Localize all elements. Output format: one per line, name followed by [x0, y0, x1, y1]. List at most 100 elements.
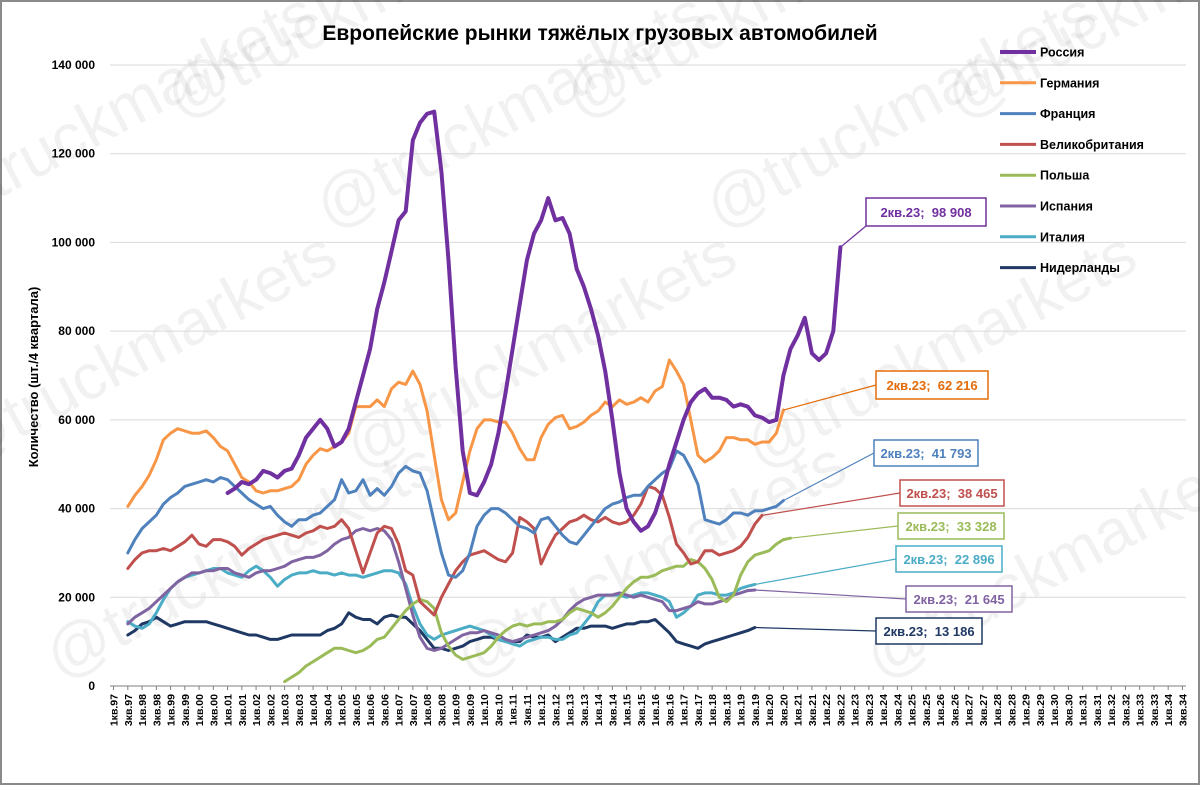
- y-tick-label: 40 000: [58, 502, 95, 516]
- callout-value: 38 465: [958, 486, 998, 501]
- x-tick-label: 3кв.05: [351, 694, 363, 726]
- y-axis-ticks: 0 20 000 40 000 60 000 80 000 100 000 120 000 1…: [52, 58, 96, 693]
- callout-label: 2кв.23;: [886, 378, 937, 393]
- x-tick-label: 3кв.03: [294, 694, 306, 726]
- series-line-6: [126, 527, 757, 652]
- callout-value: 21 645: [965, 592, 1005, 607]
- callout-box: [873, 439, 979, 467]
- legend-label: Великобритания: [1040, 138, 1144, 152]
- x-tick-label: 1кв.97: [109, 694, 121, 726]
- y-axis-label: Количество (шт./4 квартала): [26, 287, 41, 468]
- legend-label: Испания: [1040, 200, 1093, 214]
- callout-value: 13 186: [935, 624, 975, 639]
- callout-8: 2кв.23; 13 186: [754, 617, 983, 645]
- x-tick-label: 1кв.11: [508, 694, 520, 726]
- series-line-1: [225, 109, 843, 533]
- x-tick-label: 1кв.04: [308, 694, 320, 726]
- callout-text: 2кв.23; 22 896: [903, 552, 994, 567]
- legend-label: Италия: [1040, 230, 1085, 244]
- x-tick-label: 3кв.99: [180, 694, 192, 726]
- legend-label: Польша: [1040, 169, 1090, 183]
- callout-5: 2кв.23; 33 328: [790, 512, 1005, 540]
- callout-leader: [754, 589, 907, 600]
- callout-label: 2кв.23;: [883, 624, 934, 639]
- x-axis-ticks: 1кв.97 3кв.97 1кв.98 3кв.98 1кв.99 3кв.99 1кв.…: [109, 686, 1189, 726]
- x-tick-label: 1кв.13: [565, 694, 577, 726]
- callout-value: 62 216: [938, 378, 978, 393]
- callout-box: [897, 512, 1005, 540]
- x-tick-label: 3кв.29: [1035, 694, 1047, 726]
- x-tick-label: 1кв.26: [935, 694, 947, 726]
- chart-title: Европейские рынки тяжёлых грузовых автом…: [322, 22, 877, 45]
- x-tick-label: 3кв.97: [123, 694, 135, 726]
- callout-label: 2кв.23;: [913, 592, 964, 607]
- x-tick-label: 3кв.21: [807, 694, 819, 726]
- x-tick-label: 3кв.22: [835, 694, 847, 726]
- x-tick-label: 1кв.25: [907, 694, 919, 726]
- x-tick-label: 1кв.10: [479, 694, 491, 726]
- x-tick-label: 3кв.27: [978, 694, 990, 726]
- y-tick-label: 140 000: [52, 58, 96, 72]
- x-tick-label: 3кв.00: [208, 694, 220, 726]
- x-tick-label: 3кв.19: [750, 694, 762, 726]
- x-tick-label: 3кв.18: [721, 694, 733, 726]
- x-tick-label: 3кв.23: [864, 694, 876, 726]
- callout-value: 41 793: [932, 446, 972, 461]
- x-tick-label: 1кв.23: [850, 694, 862, 726]
- callout-value: 98 908: [932, 205, 972, 220]
- x-tick-label: 3кв.25: [921, 694, 933, 726]
- legend: Россия Германия Франция Великобритания Польш…: [1000, 46, 1144, 275]
- x-tick-label: 1кв.15: [622, 694, 634, 726]
- x-tick-label: 3кв.24: [892, 694, 904, 726]
- callout-text: 2кв.23; 33 328: [905, 519, 996, 534]
- callout-text: 2кв.23; 62 216: [886, 378, 977, 393]
- x-tick-label: 1кв.05: [337, 694, 349, 726]
- watermark-text: @truckmarkets: [33, 426, 448, 692]
- legend-label: Франция: [1040, 107, 1095, 121]
- x-tick-label: 1кв.19: [736, 694, 748, 726]
- x-tick-label: 3кв.07: [408, 694, 420, 726]
- x-tick-label: 1кв.22: [821, 694, 833, 726]
- legend-item-8: Нидерланды: [1000, 261, 1120, 275]
- callout-box: [899, 479, 1005, 507]
- x-tick-label: 1кв.28: [992, 694, 1004, 726]
- callout-4: 2кв.23; 38 465: [761, 479, 1005, 516]
- callout-7: 2кв.23; 22 896: [754, 545, 1003, 586]
- callout-leader: [783, 452, 875, 502]
- x-tick-label: 1кв.98: [137, 694, 149, 726]
- x-tick-label: 1кв.27: [964, 694, 976, 726]
- x-tick-label: 1кв.31: [1078, 694, 1090, 726]
- x-tick-label: 3кв.30: [1063, 694, 1075, 726]
- x-tick-label: 3кв.11: [522, 694, 534, 726]
- x-tick-label: 3кв.12: [550, 694, 562, 726]
- x-tick-label: 3кв.32: [1120, 694, 1132, 726]
- x-tick-label: 1кв.06: [365, 694, 377, 726]
- x-tick-label: 3кв.28: [1006, 694, 1018, 726]
- x-tick-label: 3кв.02: [265, 694, 277, 726]
- x-tick-label: 3кв.04: [322, 694, 334, 726]
- x-tick-label: 3кв.14: [607, 694, 619, 726]
- x-tick-label: 3кв.15: [636, 694, 648, 726]
- x-tick-label: 1кв.12: [536, 694, 548, 726]
- y-tick-label: 120 000: [52, 147, 96, 161]
- x-tick-label: 1кв.24: [878, 694, 890, 726]
- series-line-2: [126, 358, 785, 522]
- x-tick-label: 1кв.14: [593, 694, 605, 726]
- legend-item-5: Польша: [1000, 169, 1090, 183]
- callout-box: [875, 370, 989, 400]
- callout-box: [895, 545, 1003, 573]
- callout-label: 2кв.23;: [880, 205, 931, 220]
- x-tick-label: 1кв.18: [707, 694, 719, 726]
- callout-label: 2кв.23;: [903, 552, 954, 567]
- callout-value: 33 328: [957, 519, 997, 534]
- y-tick-label: 80 000: [58, 324, 95, 338]
- series-lines: [126, 109, 843, 684]
- callout-leader: [761, 492, 901, 516]
- legend-item-6: Испания: [1000, 200, 1093, 214]
- x-tick-label: 3кв.26: [949, 694, 961, 726]
- watermark-text: @truckmarkets: [0, 216, 347, 482]
- x-tick-label: 3кв.33: [1149, 694, 1161, 726]
- callout-label: 2кв.23;: [906, 486, 957, 501]
